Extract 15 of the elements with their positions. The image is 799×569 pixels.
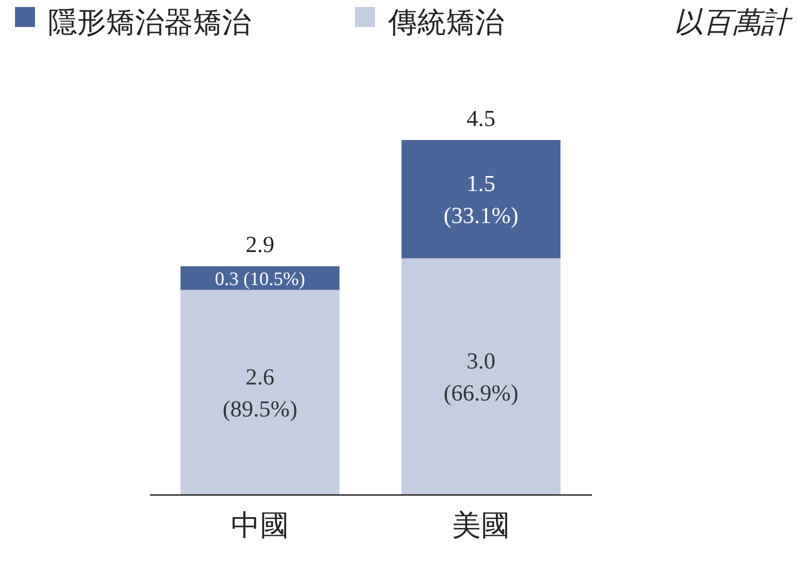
total-label: 4.5 bbox=[466, 106, 496, 131]
x-tick-label: 中國 bbox=[231, 510, 289, 542]
data-label: 0.3 (10.5%) bbox=[214, 269, 306, 290]
bar bbox=[402, 140, 560, 258]
bar bbox=[180, 266, 340, 290]
total-label: 2.9 bbox=[246, 232, 274, 258]
legend-label: 傳統矯治 bbox=[387, 7, 504, 39]
x-tick-label: 美國 bbox=[452, 510, 510, 542]
legend-label: 隱形矯治器矯治 bbox=[48, 7, 251, 39]
data-label: 2.6 (89.5%) bbox=[222, 364, 298, 422]
bar bbox=[402, 258, 560, 495]
text: 以百萬計 bbox=[674, 7, 793, 39]
data-label: 1.5 (33.1%) bbox=[444, 171, 518, 228]
data-label: 3.0 (66.9%) bbox=[444, 348, 518, 406]
bar bbox=[180, 290, 340, 495]
